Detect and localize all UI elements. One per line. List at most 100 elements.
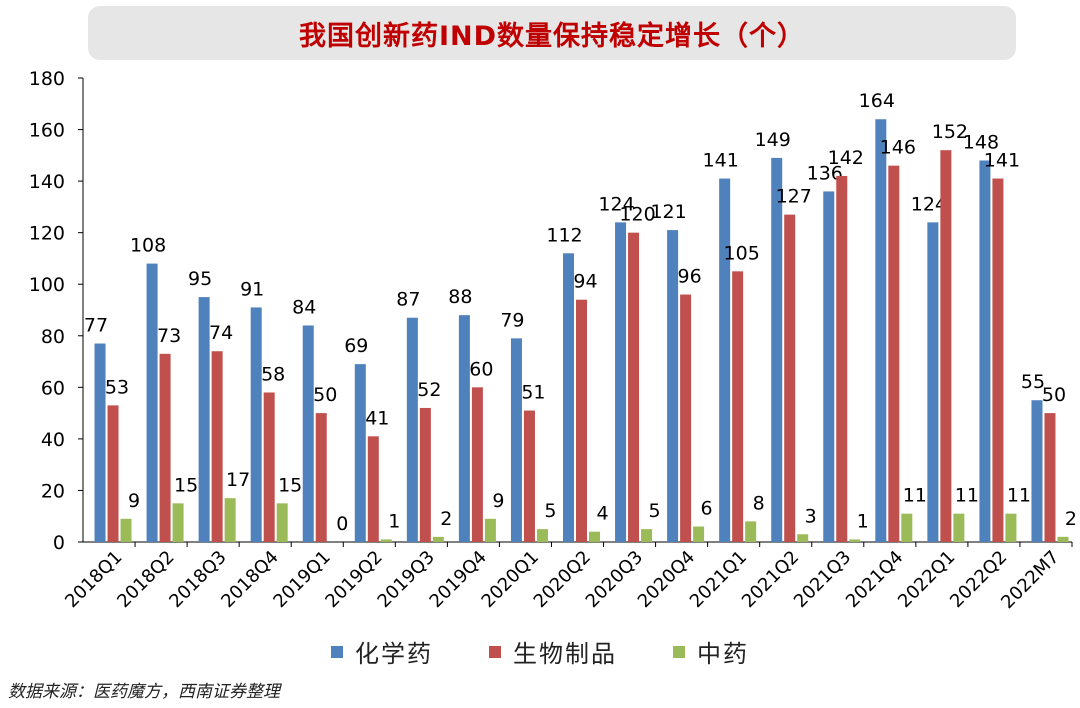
bar-biologic: [367, 436, 379, 542]
bar-chemical: [510, 338, 522, 542]
data-label: 50: [1042, 384, 1066, 406]
bar-tcm: [276, 503, 288, 542]
chart-legend: 化学药 生物制品 中药: [0, 634, 1080, 669]
data-label: 9: [128, 490, 140, 512]
source-note: 数据来源：医药魔方，西南证券整理: [8, 682, 280, 702]
legend-swatch-chemical: [331, 645, 343, 658]
data-label: 69: [344, 335, 368, 357]
bar-tcm: [224, 498, 236, 542]
y-tick-label: 120: [29, 223, 65, 245]
bar-chemical: [1031, 400, 1043, 542]
bar-chemical: [198, 297, 210, 542]
x-tick-label: 2018Q2: [113, 547, 178, 612]
data-label: 53: [105, 376, 129, 398]
data-label: 146: [880, 137, 916, 159]
bar-chemical: [719, 178, 731, 543]
bar-chemical: [458, 315, 470, 542]
x-tick-label: 2022M7: [997, 547, 1063, 613]
data-label: 94: [573, 271, 597, 293]
bar-chemical: [563, 253, 574, 543]
data-label: 6: [701, 498, 713, 520]
bar-biologic: [888, 165, 900, 542]
bar-tcm: [849, 539, 861, 542]
data-label: 51: [521, 382, 545, 404]
legend-swatch-tcm: [673, 645, 685, 658]
bar-chemical: [927, 222, 939, 542]
bar-tcm: [380, 539, 392, 542]
data-label: 11: [903, 485, 927, 507]
bar-chemical: [94, 343, 106, 542]
data-label: 3: [805, 505, 817, 527]
data-label: 136: [807, 162, 843, 184]
y-tick-label: 180: [29, 68, 65, 90]
data-label: 91: [240, 278, 264, 300]
x-tick-label: 2021Q3: [790, 547, 855, 612]
data-label: 5: [649, 500, 661, 522]
bar-tcm: [953, 513, 965, 542]
legend-swatch-biologic: [489, 645, 501, 658]
x-tick-label: 2020Q2: [530, 547, 595, 612]
legend-label-chemical: 化学药: [355, 640, 433, 668]
bar-biologic: [523, 410, 535, 542]
bar-tcm: [120, 518, 132, 542]
data-label: 41: [365, 407, 389, 429]
data-label: 58: [261, 363, 285, 385]
bar-biologic: [471, 387, 483, 542]
data-label: 149: [755, 129, 791, 151]
bar-tcm: [797, 534, 809, 542]
bar-chemical: [875, 119, 887, 542]
bar-biologic: [315, 413, 327, 542]
chart-title: 我国创新药IND数量保持稳定增长（个）: [298, 20, 806, 52]
bar-tcm: [432, 536, 444, 542]
x-tick-label: 2019Q4: [426, 547, 491, 612]
bar-chemical: [250, 307, 262, 542]
bar-tcm: [536, 529, 548, 542]
data-label: 2: [440, 508, 452, 530]
data-label: 11: [955, 485, 979, 507]
x-tick-label: 2019Q2: [321, 547, 386, 612]
data-label: 79: [500, 309, 524, 331]
bar-biologic: [107, 405, 119, 542]
x-tick-label: 2018Q4: [217, 547, 282, 612]
bar-chemical: [302, 325, 314, 542]
bar-biologic: [992, 178, 1004, 543]
y-tick-label: 0: [53, 532, 65, 554]
bar-biologic: [836, 175, 848, 542]
y-tick-label: 80: [41, 326, 65, 348]
data-label: 15: [174, 474, 198, 496]
data-label: 8: [753, 492, 765, 514]
legend-item-chemical: 化学药: [331, 634, 433, 669]
data-label: 141: [984, 150, 1020, 172]
data-label: 112: [546, 224, 582, 246]
data-label: 55: [1021, 371, 1045, 393]
x-tick-label: 2021Q2: [738, 547, 803, 612]
bar-chemical: [979, 160, 991, 542]
bar-tcm: [1005, 513, 1017, 542]
data-label: 60: [469, 358, 493, 380]
bar-biologic: [680, 294, 692, 542]
data-label: 148: [963, 131, 999, 153]
data-label: 50: [313, 384, 337, 406]
x-tick-label: 2020Q1: [478, 547, 543, 612]
x-tick-label: 2018Q1: [61, 547, 126, 612]
bar-biologic: [732, 271, 744, 542]
data-label: 96: [678, 266, 702, 288]
data-label: 124: [598, 193, 634, 215]
bar-chemical: [146, 263, 158, 542]
x-tick-label: 2020Q4: [634, 547, 699, 612]
data-label: 2: [1065, 508, 1077, 530]
x-tick-label: 2018Q3: [165, 547, 230, 612]
y-tick-label: 140: [29, 171, 65, 193]
bar-biologic: [263, 392, 275, 542]
bar-biologic: [628, 232, 640, 542]
bar-biologic: [159, 353, 171, 542]
bar-chemical: [354, 364, 366, 542]
data-label: 142: [828, 147, 864, 169]
data-label: 52: [417, 379, 441, 401]
data-label: 74: [209, 322, 233, 344]
bar-chemical: [823, 191, 835, 542]
data-label: 1: [857, 510, 869, 532]
y-tick-label: 160: [29, 120, 65, 142]
data-label: 11: [1007, 485, 1031, 507]
data-label: 9: [492, 490, 504, 512]
